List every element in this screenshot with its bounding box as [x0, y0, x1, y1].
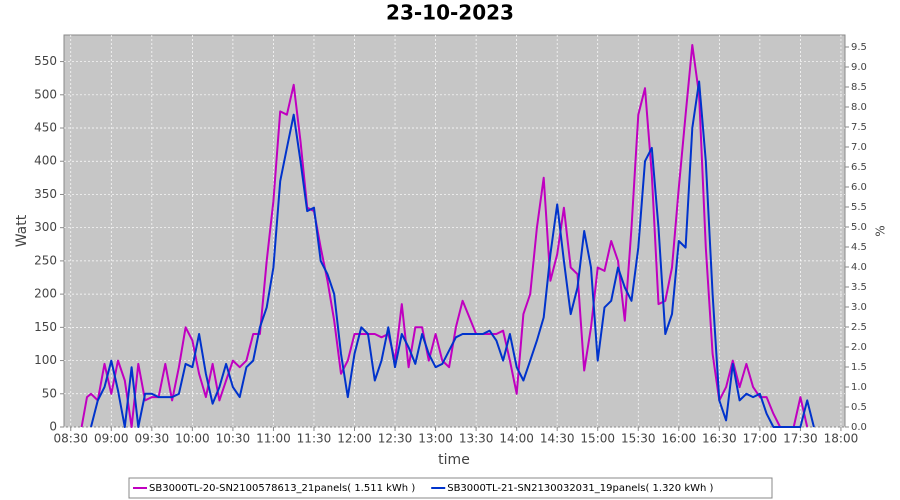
- x-tick-label: 11:00: [256, 432, 291, 446]
- x-tick-label: 16:30: [702, 432, 737, 446]
- y2-tick-label: 0.5: [851, 402, 867, 413]
- y-tick-label: 0: [49, 420, 57, 434]
- x-tick-label: 14:00: [499, 432, 534, 446]
- y2-tick-label: 3.0: [851, 302, 867, 313]
- legend-label: SB3000TL-21-SN2130032031_19panels( 1.320…: [447, 483, 713, 494]
- x-tick-label: 11:30: [297, 432, 332, 446]
- chart-title: 23-10-2023: [386, 1, 514, 25]
- series-line: [90, 80, 815, 428]
- y2-tick-label: 1.5: [851, 362, 867, 373]
- x-tick-label: 09:30: [135, 432, 170, 446]
- y-tick-label: 150: [34, 320, 57, 334]
- y2-tick-label: 5.5: [851, 202, 867, 213]
- legend-label: SB3000TL-20-SN2100578613_21panels( 1.511…: [149, 483, 415, 494]
- y-tick-label: 50: [42, 386, 57, 400]
- x-tick-label: 17:00: [743, 432, 778, 446]
- x-tick-label: 08:30: [53, 432, 88, 446]
- y2-tick-label: 1.0: [851, 382, 867, 393]
- plot-area: [63, 34, 846, 428]
- y2-tick-label: 2.0: [851, 342, 867, 353]
- legend: [128, 477, 773, 499]
- x-tick-label: 13:00: [418, 432, 453, 446]
- y2-tick-label: 0.0: [851, 422, 867, 433]
- y2-axis-label: %: [874, 225, 888, 236]
- x-tick-label: 14:30: [540, 432, 575, 446]
- y-tick-label: 300: [34, 220, 57, 234]
- y-tick-label: 100: [34, 353, 57, 367]
- y2-tick-label: 5.0: [851, 222, 867, 233]
- x-tick-label: 13:30: [459, 432, 494, 446]
- x-tick-label: 12:00: [337, 432, 372, 446]
- y2-tick-label: 6.0: [851, 182, 867, 193]
- y2-tick-label: 4.0: [851, 262, 867, 273]
- y2-tick-label: 9.0: [851, 62, 867, 73]
- y2-tick-label: 9.5: [851, 42, 867, 53]
- y-tick-label: 550: [34, 54, 57, 68]
- y2-tick-label: 7.5: [851, 122, 867, 133]
- y2-tick-label: 2.5: [851, 322, 867, 333]
- y2-tick-label: 3.5: [851, 282, 867, 293]
- x-tick-label: 10:30: [216, 432, 251, 446]
- x-tick-label: 10:00: [175, 432, 210, 446]
- x-tick-label: 09:00: [94, 432, 129, 446]
- x-tick-label: 18:00: [824, 432, 859, 446]
- x-tick-label: 12:30: [378, 432, 413, 446]
- series-line: [80, 44, 809, 428]
- y2-tick-label: 8.5: [851, 82, 867, 93]
- y-tick-label: 250: [34, 253, 57, 267]
- y2-tick-label: 8.0: [851, 102, 867, 113]
- y2-tick-label: 7.0: [851, 142, 867, 153]
- y-tick-label: 450: [34, 121, 57, 135]
- y-tick-label: 400: [34, 154, 57, 168]
- y-tick-label: 200: [34, 287, 57, 301]
- x-axis-label: time: [438, 452, 470, 468]
- y2-tick-label: 4.5: [851, 242, 867, 253]
- y-tick-label: 500: [34, 87, 57, 101]
- y-tick-label: 350: [34, 187, 57, 201]
- x-tick-label: 16:00: [662, 432, 697, 446]
- x-tick-label: 15:00: [580, 432, 615, 446]
- x-tick-label: 17:30: [783, 432, 818, 446]
- x-tick-label: 15:30: [621, 432, 656, 446]
- y2-tick-label: 6.5: [851, 162, 867, 173]
- y-axis-label: Watt: [14, 214, 30, 247]
